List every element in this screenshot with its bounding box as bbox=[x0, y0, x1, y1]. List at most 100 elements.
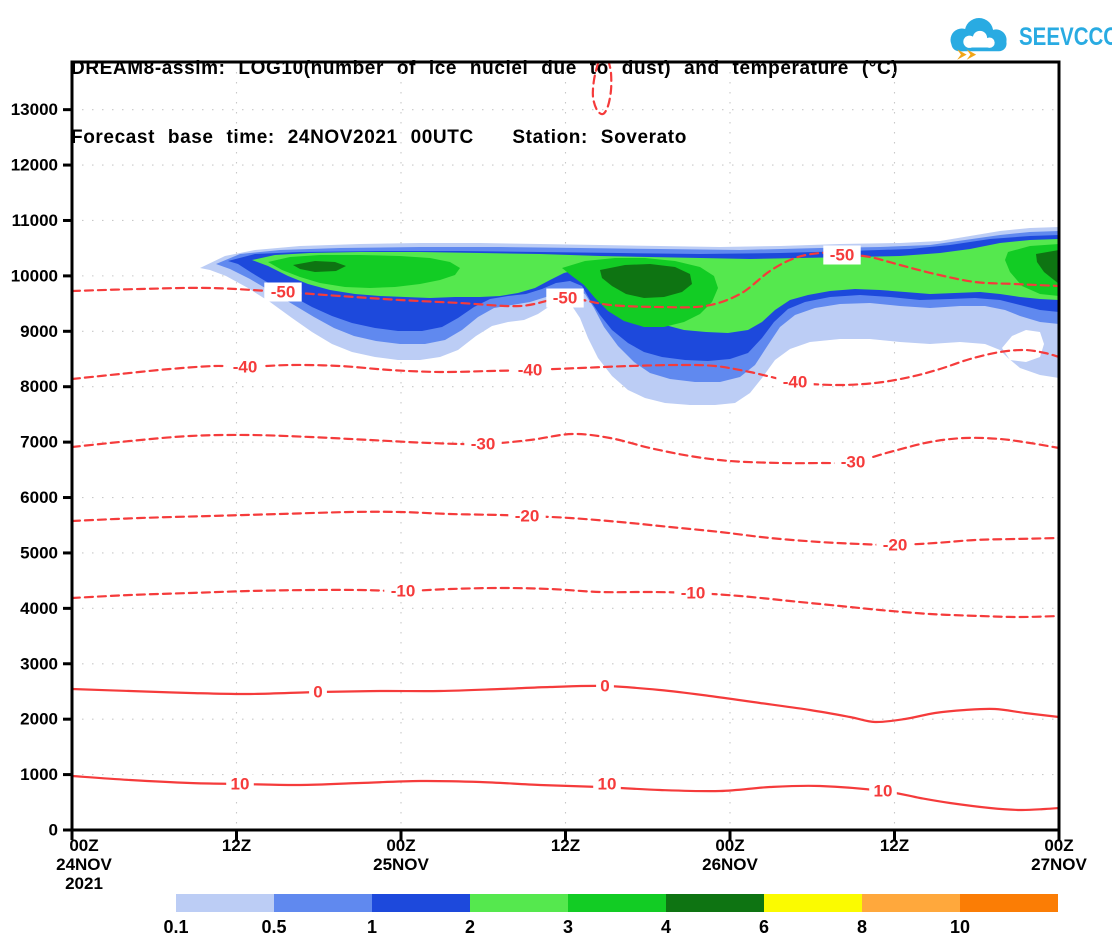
contour-label-box bbox=[834, 452, 872, 472]
x-tick-label: 00Z bbox=[386, 836, 415, 855]
contour-label: 10 bbox=[231, 775, 250, 794]
y-tick-label: 4000 bbox=[20, 599, 58, 618]
colorbar-label: 10 bbox=[950, 917, 970, 937]
colorbar-label: 1 bbox=[367, 917, 377, 937]
temp-contour--50 bbox=[70, 251, 1061, 309]
y-tick-label: 1000 bbox=[20, 765, 58, 784]
contour-label: -50 bbox=[553, 289, 578, 308]
x-tick-label: 26NOV bbox=[702, 855, 758, 874]
contour-label-box bbox=[384, 581, 422, 601]
contour-label: 0 bbox=[313, 683, 322, 702]
contour-label: -30 bbox=[841, 453, 866, 472]
cloud-icon bbox=[950, 18, 1007, 60]
contour-label-box bbox=[869, 781, 897, 801]
y-tick-label: 3000 bbox=[20, 654, 58, 673]
temperature-contours bbox=[70, 61, 1061, 812]
grid-lines bbox=[72, 62, 1059, 830]
y-tick-label: 11000 bbox=[12, 211, 58, 230]
fill-region-ice-nuclei-ge-4-right bbox=[1036, 250, 1059, 284]
colorbar-segment bbox=[666, 894, 764, 912]
contour-label: -40 bbox=[518, 361, 543, 380]
y-tick-label: 12000 bbox=[11, 156, 58, 175]
colorbar-label: 0.1 bbox=[163, 917, 188, 937]
contour-label: -20 bbox=[515, 507, 540, 526]
contour-label: -10 bbox=[391, 582, 416, 601]
contour-label-box bbox=[508, 506, 546, 526]
x-tick-label: 2021 bbox=[65, 874, 103, 893]
temp-contour--20 bbox=[70, 510, 1061, 547]
y-tick-label: 5000 bbox=[20, 543, 58, 562]
contour-label-box bbox=[511, 360, 549, 380]
contour-label: -30 bbox=[471, 435, 496, 454]
fill-region-ice-nuclei-ge-4-mid bbox=[600, 264, 692, 298]
x-tick-label: 12Z bbox=[222, 836, 251, 855]
logo-arrow-icon bbox=[957, 49, 977, 60]
colorbar-segment bbox=[274, 894, 372, 912]
fill-region-ice-nuclei-ge-4-left bbox=[293, 261, 346, 272]
colorbar-label: 0.5 bbox=[261, 917, 286, 937]
y-tick-label: 10000 bbox=[11, 266, 58, 285]
contour-label-box bbox=[593, 774, 621, 794]
plot-frame bbox=[63, 60, 1061, 840]
colorbar-label: 6 bbox=[759, 917, 769, 937]
x-tick-label: 24NOV bbox=[56, 855, 112, 874]
colorbar-segment bbox=[176, 894, 274, 912]
contour-label-box bbox=[226, 774, 254, 794]
y-axis-labels: 0 1000 2000 3000 4000 5000 6000 7000 8000 9000 100… bbox=[11, 100, 58, 839]
x-tick-label: 27NOV bbox=[1031, 855, 1087, 874]
colorbar: 0.1 0.5 1 2 3 4 6 8 10 bbox=[163, 894, 1058, 937]
contour-label: -40 bbox=[783, 373, 808, 392]
x-tick-label: 12Z bbox=[880, 836, 909, 855]
y-tick-label: 6000 bbox=[20, 488, 58, 507]
contour-label: -10 bbox=[681, 584, 706, 603]
colorbar-label: 4 bbox=[661, 917, 671, 937]
y-tick-label: 2000 bbox=[20, 710, 58, 729]
fill-region-white-notch bbox=[1002, 330, 1044, 362]
contour-label: -20 bbox=[883, 536, 908, 555]
contour-label-box bbox=[876, 535, 914, 555]
contour-label-box bbox=[464, 434, 502, 454]
contour-labels: 10 10 10 0 0 -10 -10 -20 -20 -30 -30 -40 -40 -40 -50 -5… bbox=[226, 245, 914, 801]
colorbar-label: 8 bbox=[857, 917, 867, 937]
ice-nuclei-shading bbox=[200, 227, 1059, 405]
temp-contour-0 bbox=[70, 684, 1061, 724]
logo-text: SEEVCCC bbox=[1019, 22, 1112, 51]
temp-contour--30 bbox=[70, 432, 1061, 465]
temp-contour-unlabeled bbox=[591, 61, 613, 116]
contour-label-box bbox=[776, 372, 814, 392]
contour-label-box bbox=[674, 583, 712, 603]
x-tick-label: 00Z bbox=[715, 836, 744, 855]
x-tick-label: 00Z bbox=[1044, 836, 1073, 855]
colorbar-segment bbox=[862, 894, 960, 912]
seevccc-logo: SEEVCCC bbox=[941, 12, 1112, 62]
x-tick-label: 25NOV bbox=[373, 855, 429, 874]
colorbar-segment bbox=[960, 894, 1058, 912]
y-tick-label: 7000 bbox=[20, 433, 58, 452]
colorbar-segment bbox=[470, 894, 568, 912]
contour-label: 10 bbox=[598, 775, 617, 794]
contour-label-box bbox=[309, 682, 327, 702]
contour-label: 10 bbox=[874, 782, 893, 801]
contour-label-box bbox=[546, 288, 584, 308]
temp-contour--40 bbox=[70, 348, 1061, 387]
y-tick-label: 0 bbox=[49, 821, 58, 840]
contour-label: -50 bbox=[271, 283, 296, 302]
temp-contour-10 bbox=[70, 774, 1061, 812]
colorbar-segment bbox=[764, 894, 862, 912]
contour-label-box bbox=[596, 676, 614, 696]
y-tick-label: 13000 bbox=[11, 100, 58, 119]
y-tick-label: 9000 bbox=[20, 322, 58, 341]
contour-label-box bbox=[264, 282, 302, 302]
contour-label: -50 bbox=[830, 246, 855, 265]
colorbar-segment bbox=[568, 894, 666, 912]
x-tick-label: 12Z bbox=[551, 836, 580, 855]
colorbar-segment bbox=[372, 894, 470, 912]
contour-label-box bbox=[823, 245, 861, 265]
y-tick-label: 8000 bbox=[20, 377, 58, 396]
x-tick-label: 00Z bbox=[69, 836, 98, 855]
contour-label: -40 bbox=[233, 358, 258, 377]
chart-subtitle: Forecast base time: 24NOV2021 00UTC Stat… bbox=[71, 127, 687, 148]
